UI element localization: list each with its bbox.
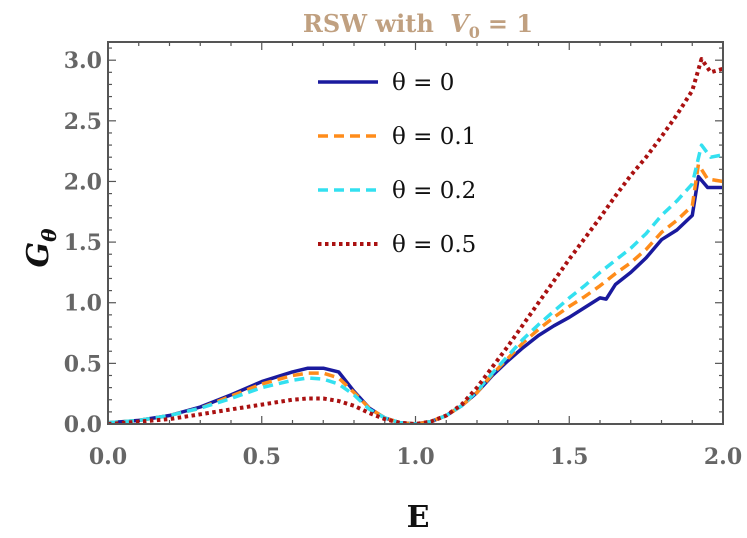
legend: θ = 0 θ = 0.1 θ = 0.2 θ = 0.5 xyxy=(318,70,476,258)
x-tick-label: 0.5 xyxy=(243,444,281,470)
series-group xyxy=(108,57,723,424)
y-tick-label: 3.0 xyxy=(64,48,102,74)
legend-label-2: θ = 0.2 xyxy=(392,178,476,204)
chart-title: RSW with V0 = 1 xyxy=(303,9,533,42)
y-tick-label: 1.0 xyxy=(64,291,102,317)
chart-title-var: V xyxy=(450,9,471,38)
y-axis-title-main: G xyxy=(21,242,56,268)
y-axis-title-sub: θ xyxy=(37,228,61,242)
x-tick-label: 2.0 xyxy=(704,444,742,470)
axis-tick-labels: 0.0 0.5 1.0 1.5 2.0 0.0 0.5 1.0 1.5 2.0 2.5 3.0 xyxy=(64,48,742,470)
x-tick-label: 0.0 xyxy=(89,444,127,470)
x-axis-title: E xyxy=(407,500,430,535)
series-line-0 xyxy=(108,174,723,424)
x-tick-label: 1.5 xyxy=(550,444,588,470)
y-axis-title: Gθ xyxy=(21,228,61,268)
chart-title-sub: 0 xyxy=(469,23,480,42)
y-tick-label: 1.5 xyxy=(64,230,102,256)
legend-label-3: θ = 0.5 xyxy=(392,232,476,258)
y-tick-label: 0.5 xyxy=(64,351,102,377)
plot-frame xyxy=(107,41,724,425)
chart-title-prefix: RSW with xyxy=(303,9,434,38)
y-tick-label: 2.0 xyxy=(64,169,102,195)
y-tick-label: 0.0 xyxy=(64,412,102,438)
chart-title-suffix: = 1 xyxy=(488,9,533,38)
y-tick-label: 2.5 xyxy=(64,109,102,135)
legend-label-0: θ = 0 xyxy=(392,70,454,96)
legend-label-1: θ = 0.1 xyxy=(392,124,476,150)
x-tick-label: 1.0 xyxy=(396,444,434,470)
